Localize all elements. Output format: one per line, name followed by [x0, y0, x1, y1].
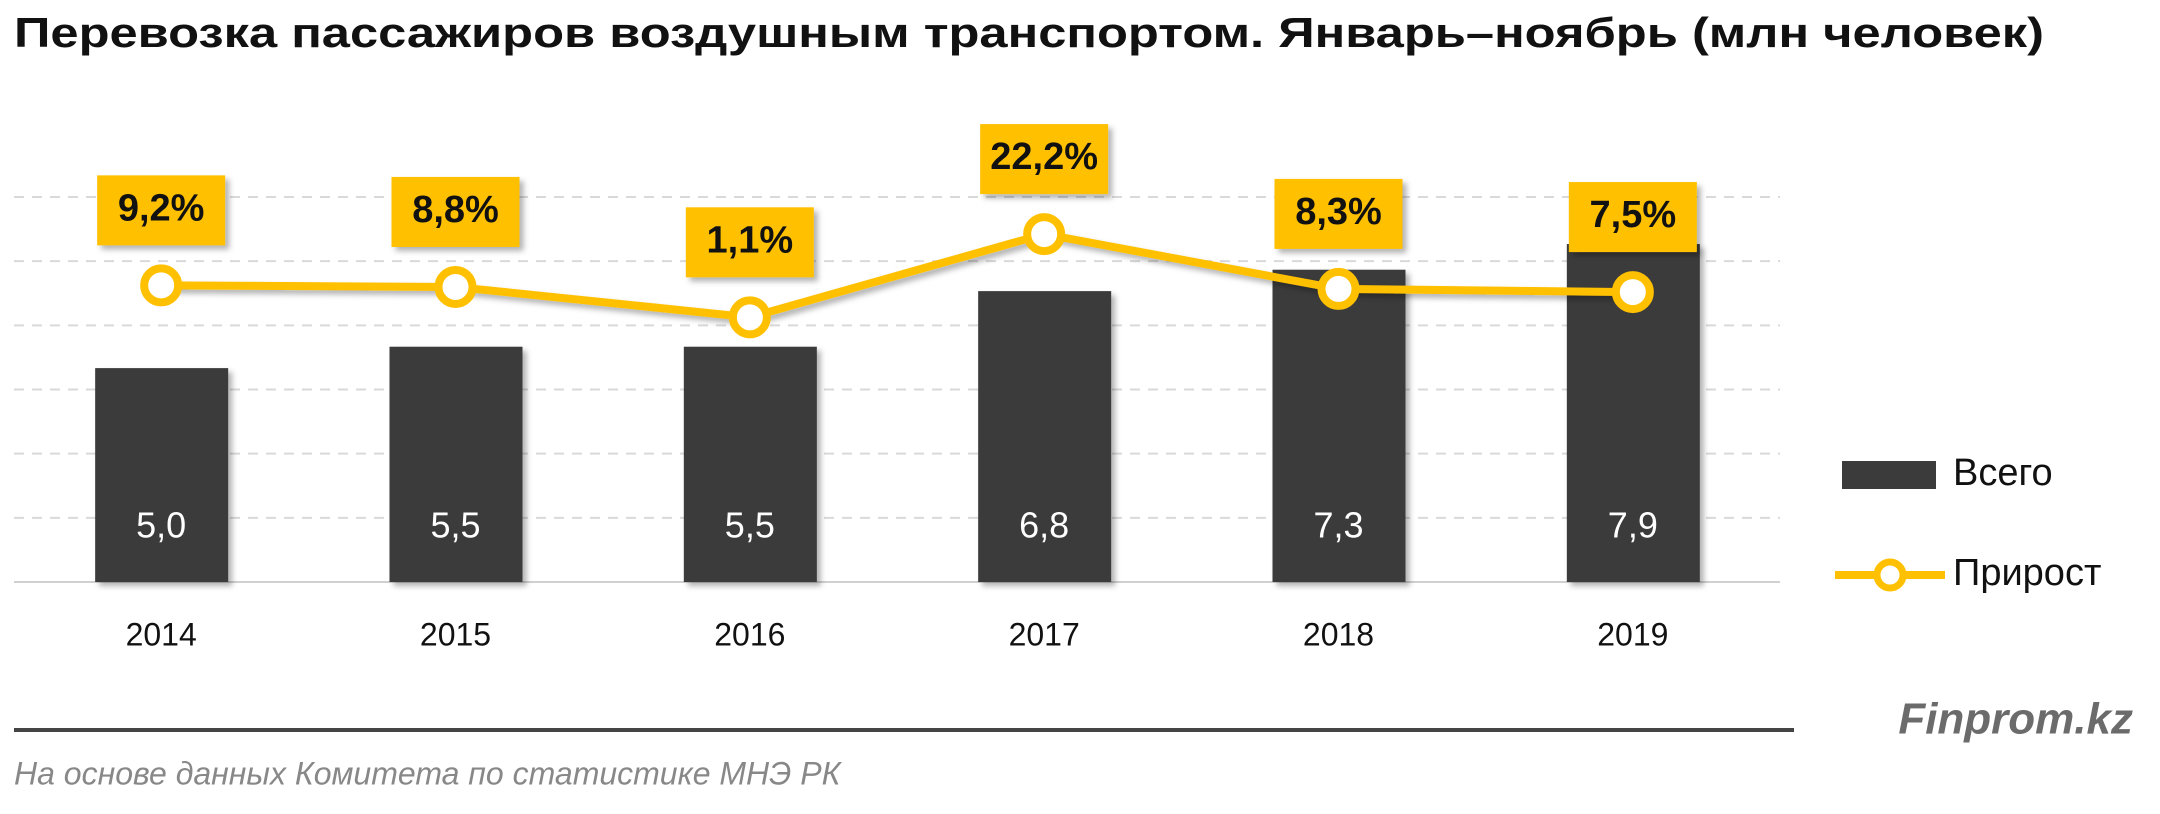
brand: Finprom.kz [1898, 695, 2133, 744]
bar [1272, 269, 1406, 582]
label-box [1568, 182, 1697, 253]
legend-marker [1873, 558, 1907, 592]
legend-label: Всего [1953, 452, 2053, 494]
line-marker [1611, 271, 1654, 314]
line-value-label: 7,5% [1590, 194, 1677, 236]
line-value-label: 8,8% [412, 189, 499, 231]
x-tick-label: 2018 [1303, 616, 1374, 652]
x-tick-label: 2016 [714, 616, 785, 652]
source: На основе данных Комитета по статистике … [14, 755, 843, 791]
legend-label: Прирост [1953, 552, 2101, 594]
bar-value-label: 6,8 [1019, 505, 1069, 546]
bar-value-label: 7,9 [1608, 505, 1658, 546]
legend-swatch [1842, 461, 1936, 489]
line-marker [140, 264, 183, 307]
line-marker [1023, 213, 1066, 256]
label-box [1274, 178, 1403, 249]
bar [683, 346, 817, 582]
line [161, 229, 1633, 322]
x-tick-label: 2017 [1009, 616, 1080, 652]
line-marker [728, 296, 771, 339]
label-box [980, 124, 1109, 195]
bar [978, 291, 1112, 582]
bar [389, 346, 523, 582]
label-box [391, 176, 520, 247]
line-value-label: 1,1% [707, 219, 794, 261]
chart-title: Перевозка пассажиров воздушным транспорт… [14, 9, 2044, 56]
x-tick-label: 2019 [1597, 616, 1668, 652]
x-tick-label: 2014 [126, 616, 197, 652]
label-box [685, 207, 814, 278]
bar-value-label: 5,5 [725, 505, 775, 546]
x-tick-label: 2015 [420, 616, 491, 652]
label-box [97, 175, 226, 246]
bar-value-label: 5,0 [136, 505, 186, 546]
line-value-label: 22,2% [990, 136, 1098, 178]
bar-value-label: 5,5 [430, 505, 480, 546]
line-marker [434, 265, 477, 308]
bar [95, 368, 229, 582]
line-marker [1317, 267, 1360, 310]
bar-value-label: 7,3 [1313, 505, 1363, 546]
line-value-label: 9,2% [118, 187, 205, 229]
line-value-label: 8,3% [1295, 191, 1382, 233]
